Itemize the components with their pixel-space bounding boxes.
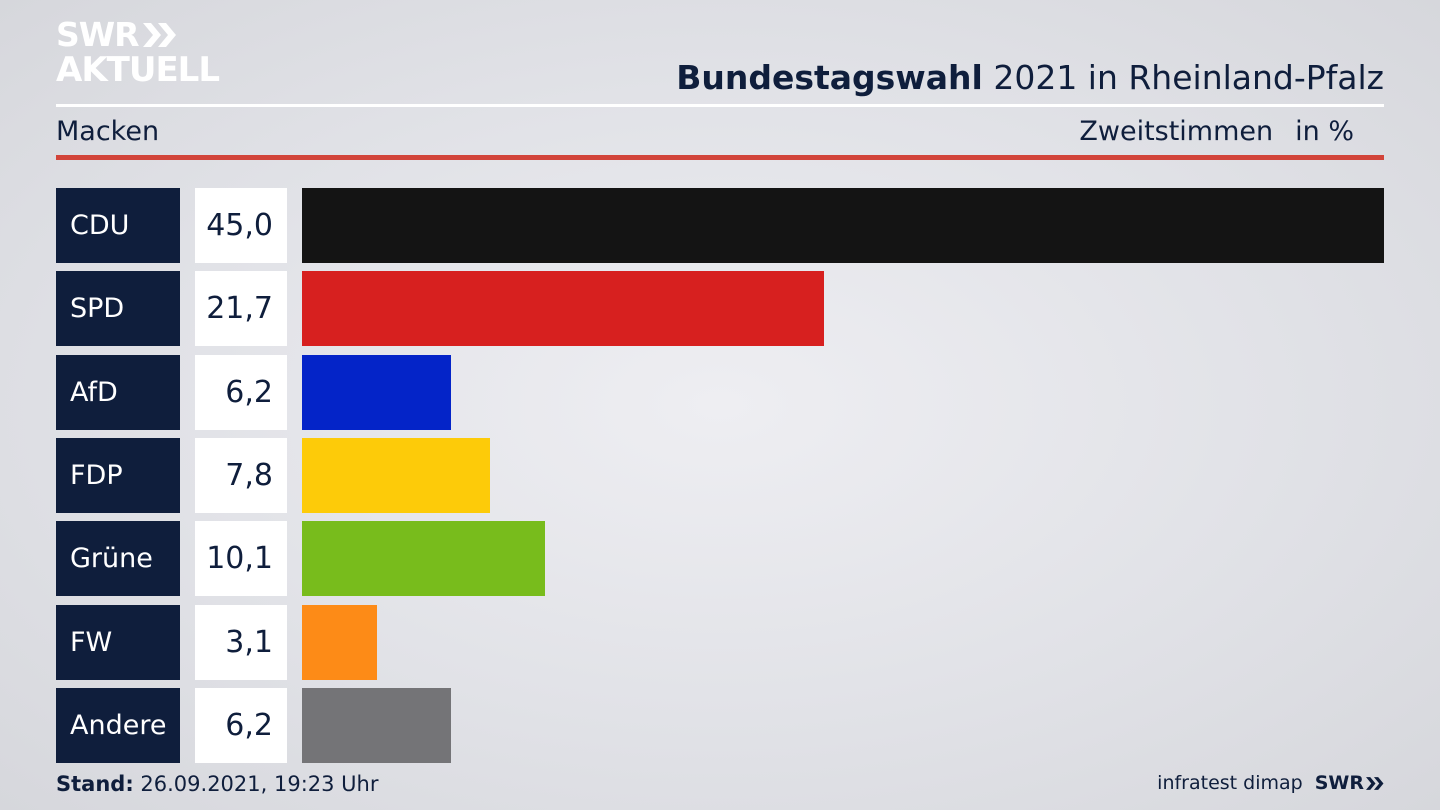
bar [302,354,452,430]
party-label: FW [56,604,180,680]
bar [302,604,377,680]
double-chevron-icon [1366,776,1384,790]
value-label: 7,8 [195,437,287,513]
unit-text: in % [1295,116,1354,147]
chart-row: Grüne 10,1 [56,521,1384,597]
metric-text: Zweitstimmen [1079,116,1274,147]
value-label: 3,1 [195,604,287,680]
swr-aktuell-logo: SWR AKTUELL [56,15,220,90]
value-label: 6,2 [195,687,287,763]
logo-line-2: AKTUELL [56,50,220,90]
footer-brand: SWR [1314,772,1364,794]
party-label: Andere [56,687,180,763]
chart-row: FW 3,1 [56,604,1384,680]
value-label: 21,7 [195,271,287,347]
source-label: infratest dimap [1157,772,1303,794]
bar [302,687,452,763]
chart-row: AfD 6,2 [56,354,1384,430]
chart-row: SPD 21,7 [56,271,1384,347]
chart-title: Bundestagswahl 2021 in Rheinland-Pfalz [676,58,1384,97]
header-divider [56,104,1384,107]
chart-row: FDP 7,8 [56,437,1384,513]
metric-label: Zweitstimmen in % [1079,116,1354,147]
stand-label: Stand: [56,772,134,796]
party-label: AfD [56,354,180,430]
party-label: SPD [56,271,180,347]
bar [302,521,545,597]
value-label: 45,0 [195,188,287,263]
region-label: Macken [56,116,160,147]
chart-row: CDU 45,0 [56,188,1384,263]
footer-credits: infratest dimap SWR [1157,772,1384,794]
title-rest: 2021 in Rheinland-Pfalz [982,58,1384,97]
accent-divider [56,155,1384,160]
bar [302,188,1384,263]
logo-line-1: SWR [56,15,140,54]
bar [302,437,490,513]
double-chevron-icon [142,22,176,47]
timestamp: Stand: 26.09.2021, 19:23 Uhr [56,772,379,796]
stand-value: 26.09.2021, 19:23 Uhr [133,772,379,796]
value-label: 10,1 [195,521,287,597]
footer-swr-logo: SWR [1315,772,1384,794]
bar [302,271,824,347]
title-bold: Bundestagswahl [676,58,983,97]
party-label: Grüne [56,521,180,597]
party-label: CDU [56,188,180,263]
value-label: 6,2 [195,354,287,430]
party-label: FDP [56,437,180,513]
chart-row: Andere 6,2 [56,687,1384,763]
